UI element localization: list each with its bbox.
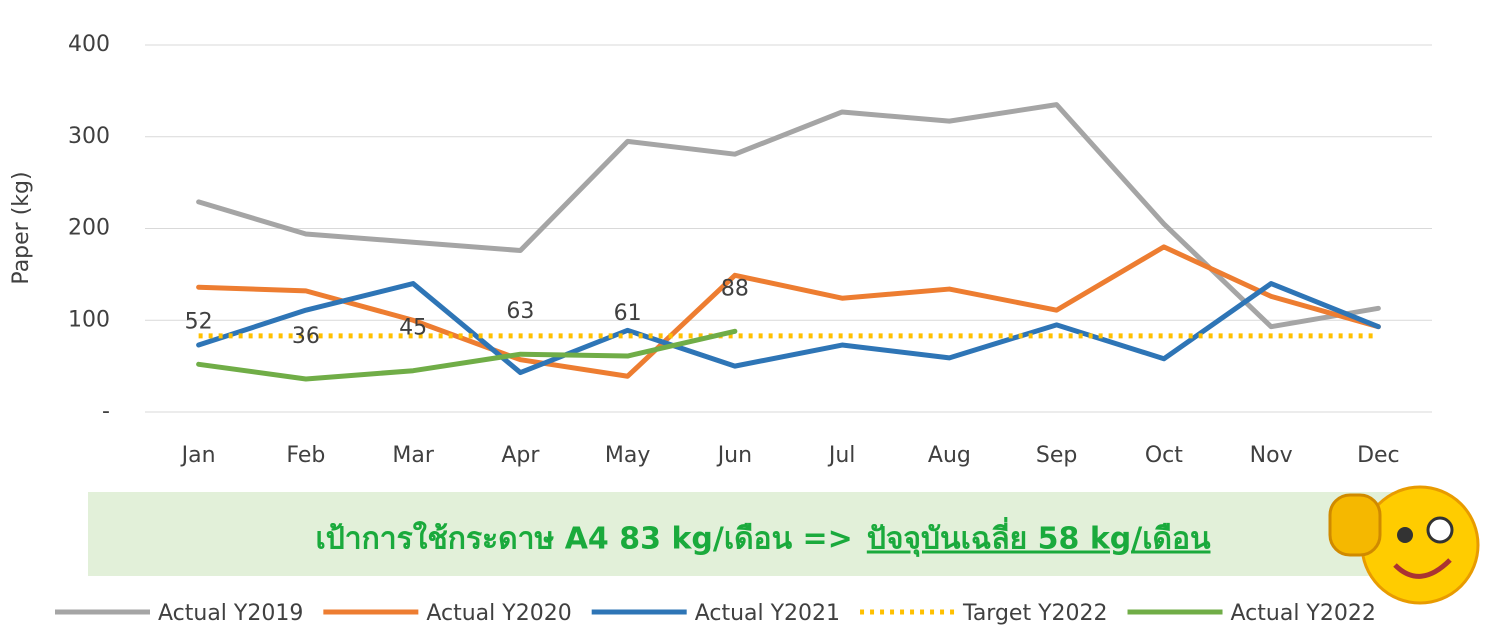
x-tick-label: Sep [1036, 443, 1077, 468]
x-tick-label: Mar [392, 443, 434, 468]
data-label: 36 [292, 324, 320, 349]
legend-label: Actual Y2019 [158, 601, 303, 626]
legend-label: Target Y2022 [962, 601, 1107, 626]
y-tick-label: - [102, 399, 110, 424]
x-tick-label: Nov [1250, 443, 1293, 468]
data-label: 88 [721, 276, 749, 301]
series-line [196, 244, 1381, 379]
data-label: 52 [185, 309, 213, 334]
x-tick-label: Apr [501, 443, 540, 468]
y-tick-label: 100 [68, 307, 110, 332]
legend-label: Actual Y2022 [1231, 601, 1376, 626]
legend-label: Actual Y2021 [695, 601, 840, 626]
x-tick-label: Jun [716, 443, 752, 468]
y-axis-label: Paper (kg) [9, 171, 34, 284]
data-label: 63 [506, 299, 534, 324]
data-label: 45 [399, 316, 427, 341]
banner-text: เป้าการใช้กระดาษ A4 83 kg/เดือน => [316, 521, 853, 557]
x-tick-label: Jan [180, 443, 216, 468]
x-tick-label: Dec [1357, 443, 1400, 468]
banner-bg [88, 492, 1438, 576]
data-label: 61 [614, 301, 642, 326]
banner-highlight: ปัจจุบันเฉลี่ย 58 kg/เดือน [867, 517, 1211, 558]
series-line [196, 281, 1381, 376]
x-tick-label: Jul [827, 443, 856, 468]
x-tick-label: May [605, 443, 650, 468]
y-tick-label: 400 [68, 32, 110, 57]
x-tick-label: Oct [1145, 443, 1183, 468]
thumbs-up-icon [1328, 485, 1480, 605]
y-tick-label: 300 [68, 124, 110, 149]
series-line [196, 328, 738, 382]
legend-label: Actual Y2020 [426, 601, 571, 626]
series-line [196, 102, 1381, 330]
x-tick-label: Aug [928, 443, 971, 468]
x-tick-label: Feb [286, 443, 325, 468]
y-tick-label: 200 [68, 216, 110, 241]
